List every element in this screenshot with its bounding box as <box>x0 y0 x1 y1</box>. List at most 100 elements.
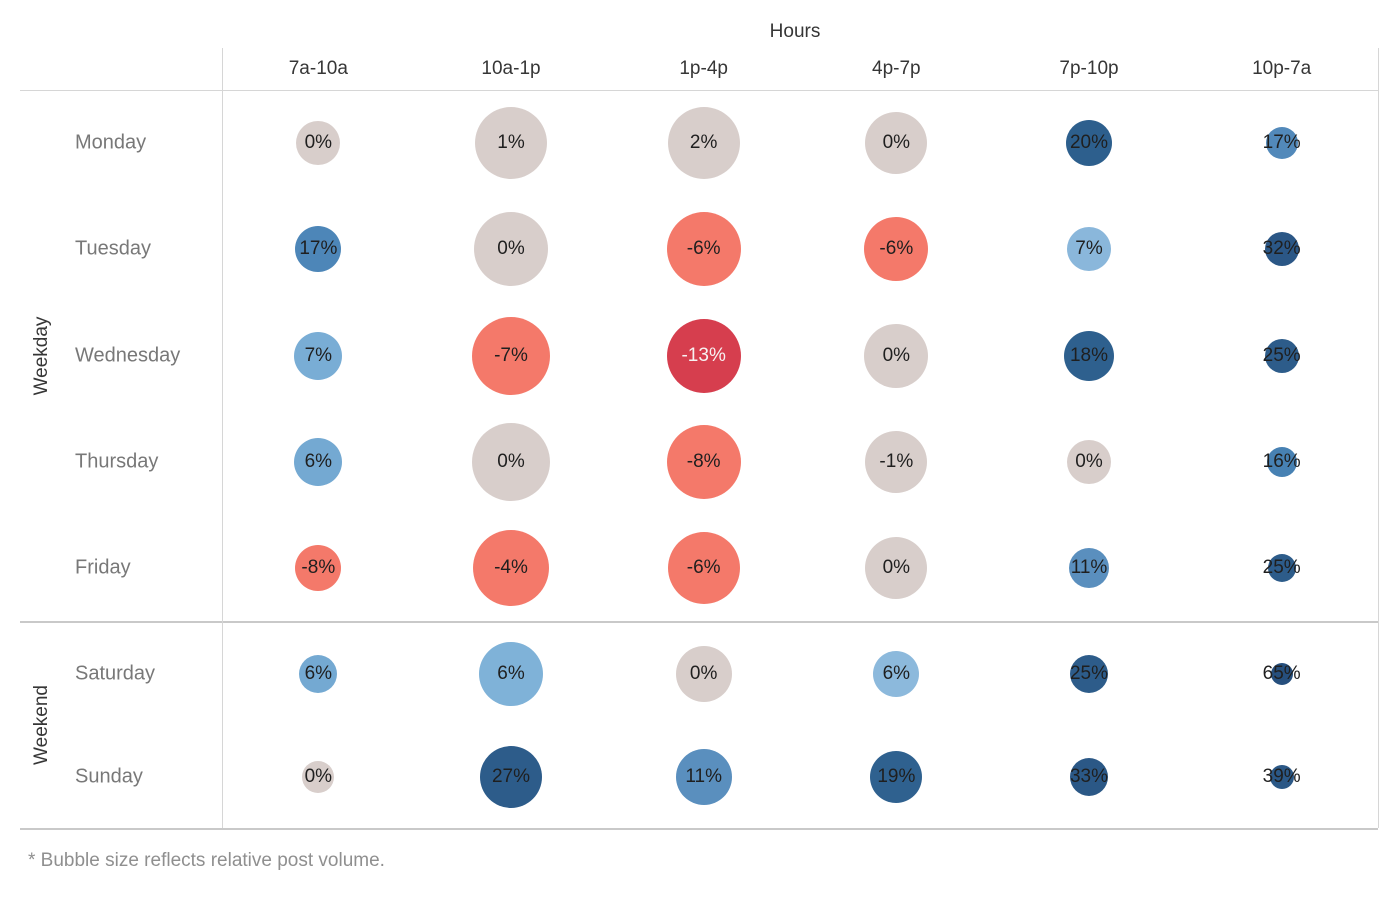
bubble-monday-7a-10a[interactable] <box>296 121 341 166</box>
bubble-value-label: 6% <box>882 662 911 684</box>
bubble-sunday-1p-4p[interactable] <box>675 748 732 805</box>
bubble-value-label: 27% <box>491 765 531 787</box>
bubble-value-label: 11% <box>685 765 722 787</box>
bubble-value-label: 17% <box>299 238 338 260</box>
column-header: 10p-7a <box>1252 58 1312 79</box>
bubble-tuesday-7p-10p[interactable] <box>1067 227 1111 272</box>
bubble-value-label: 7% <box>304 344 333 366</box>
bubble-value-label: -13% <box>681 344 726 366</box>
bubble-sunday-7p-10p[interactable] <box>1070 757 1108 796</box>
bubble-friday-1p-4p[interactable] <box>667 531 740 604</box>
bubble-saturday-1p-4p[interactable] <box>675 645 732 702</box>
bubble-value-label: -8% <box>301 556 336 578</box>
bubble-sunday-4p-7p[interactable] <box>870 750 923 803</box>
row-label-saturday: Saturday <box>75 662 156 684</box>
bubble-saturday-4p-7p[interactable] <box>873 650 920 697</box>
bubble-saturday-7a-10a[interactable] <box>299 654 338 693</box>
bubble-value-label: -8% <box>686 450 721 472</box>
bubble-value-label: -4% <box>494 556 528 578</box>
row-label-sunday: Sunday <box>75 765 143 787</box>
column-header: 1p-4p <box>679 58 728 79</box>
bubble-thursday-1p-4p[interactable] <box>666 424 741 499</box>
row-label-thursday: Thursday <box>75 450 159 473</box>
bubble-value-label: 0% <box>882 344 911 366</box>
bubble-monday-10p-7a[interactable] <box>1265 127 1298 160</box>
row-label-wednesday: Wednesday <box>75 344 181 366</box>
bubble-wednesday-7a-10a[interactable] <box>294 331 343 380</box>
bubble-thursday-10p-7a[interactable] <box>1266 446 1297 477</box>
bubble-thursday-4p-7p[interactable] <box>865 430 928 493</box>
bubble-value-label: 2% <box>689 132 718 154</box>
bubble-value-label: -6% <box>686 556 721 578</box>
bubble-thursday-10a-1p[interactable] <box>472 422 550 501</box>
bubble-value-label: 19% <box>877 765 916 787</box>
bubble-value-label: -6% <box>686 238 721 260</box>
bubble-value-label: 16% <box>1262 450 1301 472</box>
bubble-saturday-10p-7a[interactable] <box>1270 662 1293 685</box>
bubble-value-label: 6% <box>304 662 333 684</box>
column-header: 7a-10a <box>288 58 348 79</box>
bubble-value-label: 25% <box>1262 556 1301 578</box>
bubble-wednesday-10p-7a[interactable] <box>1264 338 1299 373</box>
bubble-tuesday-4p-7p[interactable] <box>864 217 929 282</box>
bubble-value-label: 25% <box>1262 344 1301 366</box>
bubble-monday-4p-7p[interactable] <box>865 112 928 175</box>
bubble-saturday-10a-1p[interactable] <box>479 641 543 706</box>
bubble-tuesday-10a-1p[interactable] <box>474 212 548 287</box>
bubble-value-label: 6% <box>304 450 333 472</box>
bubble-saturday-7p-10p[interactable] <box>1070 654 1108 693</box>
chart-title: Hours <box>769 21 821 42</box>
bubble-friday-4p-7p[interactable] <box>865 536 928 599</box>
bubble-value-label: -7% <box>494 344 528 366</box>
bubble-thursday-7a-10a[interactable] <box>294 437 343 486</box>
row-label-monday: Monday <box>75 131 147 154</box>
bubble-sunday-7a-10a[interactable] <box>302 760 335 793</box>
bubble-wednesday-1p-4p[interactable] <box>666 318 741 393</box>
bubble-value-label: 0% <box>497 238 525 260</box>
bubble-value-label: 7% <box>1075 238 1103 260</box>
column-header: 7p-10p <box>1059 58 1119 79</box>
bubble-value-label: 0% <box>689 662 718 684</box>
bubble-value-label: -1% <box>879 450 914 472</box>
bubble-value-label: 6% <box>497 662 525 684</box>
group-label-weekend: Weekend <box>31 685 52 765</box>
bubble-sunday-10a-1p[interactable] <box>480 745 542 808</box>
column-header: 10a-1p <box>481 58 541 79</box>
row-label-friday: Friday <box>75 556 131 579</box>
bubble-value-label: 0% <box>882 132 911 154</box>
horizontal-gridline <box>20 621 1378 623</box>
bubble-value-label: -6% <box>879 238 914 260</box>
bubble-value-label: 0% <box>304 132 333 154</box>
horizontal-gridline <box>20 90 1378 91</box>
bubble-tuesday-10p-7a[interactable] <box>1264 232 1299 267</box>
bubble-friday-10a-1p[interactable] <box>473 529 549 606</box>
bubble-value-label: 0% <box>882 556 911 578</box>
chart-footnote: * Bubble size reflects relative post vol… <box>28 850 385 871</box>
bubble-tuesday-1p-4p[interactable] <box>666 212 741 287</box>
bubble-value-label: 25% <box>1069 662 1109 684</box>
bubble-value-label: 65% <box>1262 662 1301 684</box>
row-label-tuesday: Tuesday <box>75 237 151 260</box>
group-label-weekday: Weekday <box>31 316 52 395</box>
bubble-wednesday-7p-10p[interactable] <box>1064 330 1114 381</box>
bubble-friday-10p-7a[interactable] <box>1267 553 1296 582</box>
vertical-gridline <box>1378 48 1379 828</box>
bubble-wednesday-10a-1p[interactable] <box>472 316 550 395</box>
bubble-value-label: 11% <box>1070 556 1108 578</box>
bubble-friday-7p-10p[interactable] <box>1069 547 1109 588</box>
bubble-tuesday-7a-10a[interactable] <box>295 226 342 273</box>
bubble-thursday-7p-10p[interactable] <box>1067 439 1111 484</box>
bubble-value-label: 0% <box>1075 450 1103 472</box>
bubble-wednesday-4p-7p[interactable] <box>864 323 929 388</box>
bubble-friday-7a-10a[interactable] <box>295 544 342 591</box>
horizontal-gridline <box>20 828 1378 830</box>
column-header: 4p-7p <box>872 58 921 79</box>
bubble-monday-7p-10p[interactable] <box>1066 120 1112 167</box>
bubble-value-label: 0% <box>497 450 525 472</box>
bubble-value-label: 1% <box>497 132 525 154</box>
bubble-monday-10a-1p[interactable] <box>475 107 547 180</box>
bubble-sunday-10p-7a[interactable] <box>1269 764 1294 789</box>
bubble-monday-1p-4p[interactable] <box>667 107 740 180</box>
bubble-value-label: 33% <box>1069 765 1109 787</box>
